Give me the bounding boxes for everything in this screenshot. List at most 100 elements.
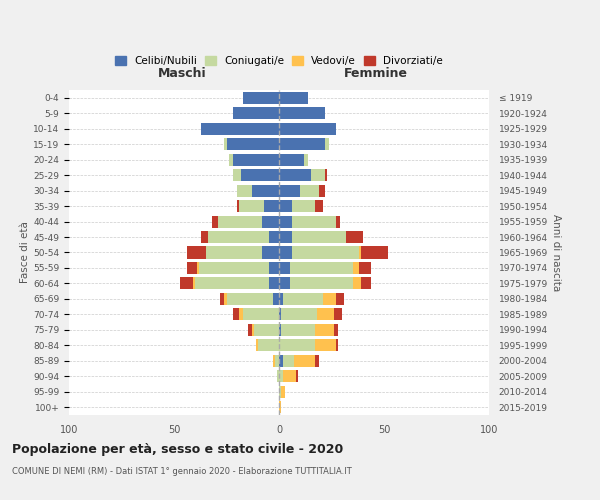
- Bar: [279, 324, 281, 336]
- Bar: [279, 231, 292, 243]
- Y-axis label: Anni di nascita: Anni di nascita: [551, 214, 561, 291]
- Bar: [294, 355, 314, 367]
- Bar: [325, 138, 329, 150]
- Bar: [314, 340, 336, 351]
- Bar: [279, 278, 290, 289]
- Bar: [296, 370, 298, 382]
- Bar: [272, 293, 279, 305]
- Bar: [279, 138, 325, 150]
- Bar: [279, 154, 304, 166]
- Bar: [199, 262, 269, 274]
- Bar: [292, 216, 336, 228]
- Bar: [279, 386, 281, 398]
- Bar: [353, 262, 359, 274]
- Bar: [256, 340, 258, 351]
- Bar: [233, 154, 279, 166]
- Bar: [279, 308, 281, 320]
- Bar: [361, 278, 371, 289]
- Bar: [283, 293, 323, 305]
- Bar: [269, 278, 279, 289]
- Bar: [258, 340, 279, 351]
- Bar: [292, 231, 346, 243]
- Bar: [292, 200, 315, 212]
- Bar: [239, 308, 244, 320]
- Bar: [252, 184, 279, 196]
- Bar: [187, 262, 197, 274]
- Bar: [336, 340, 338, 351]
- Bar: [269, 262, 279, 274]
- Bar: [244, 92, 279, 104]
- Bar: [279, 355, 283, 367]
- Bar: [334, 308, 342, 320]
- Bar: [208, 231, 269, 243]
- Y-axis label: Fasce di età: Fasce di età: [20, 222, 30, 284]
- Bar: [233, 169, 241, 181]
- Bar: [281, 386, 286, 398]
- Bar: [319, 184, 325, 196]
- Bar: [336, 216, 340, 228]
- Bar: [279, 401, 281, 413]
- Bar: [233, 107, 279, 119]
- Bar: [279, 293, 283, 305]
- Bar: [241, 169, 279, 181]
- Bar: [314, 324, 334, 336]
- Bar: [227, 293, 272, 305]
- Bar: [224, 293, 227, 305]
- Bar: [202, 231, 208, 243]
- Bar: [314, 200, 323, 212]
- Bar: [279, 246, 292, 258]
- Bar: [237, 184, 252, 196]
- Bar: [239, 200, 265, 212]
- Bar: [262, 216, 279, 228]
- Bar: [248, 324, 252, 336]
- Bar: [252, 324, 254, 336]
- Bar: [218, 216, 262, 228]
- Bar: [262, 246, 279, 258]
- Bar: [279, 216, 292, 228]
- Bar: [314, 355, 319, 367]
- Bar: [279, 92, 308, 104]
- Bar: [233, 308, 239, 320]
- Bar: [244, 308, 279, 320]
- Bar: [317, 308, 334, 320]
- Bar: [272, 355, 275, 367]
- Bar: [275, 355, 279, 367]
- Bar: [202, 122, 279, 134]
- Bar: [304, 154, 308, 166]
- Bar: [227, 138, 279, 150]
- Bar: [323, 293, 336, 305]
- Bar: [359, 262, 371, 274]
- Bar: [279, 107, 325, 119]
- Bar: [279, 340, 314, 351]
- Text: Femmine: Femmine: [344, 67, 407, 80]
- Bar: [269, 231, 279, 243]
- Bar: [197, 262, 199, 274]
- Bar: [277, 370, 279, 382]
- Bar: [254, 324, 279, 336]
- Bar: [212, 216, 218, 228]
- Bar: [346, 231, 363, 243]
- Bar: [187, 246, 205, 258]
- Bar: [229, 154, 233, 166]
- Bar: [265, 200, 279, 212]
- Text: Maschi: Maschi: [158, 67, 207, 80]
- Bar: [311, 169, 325, 181]
- Bar: [237, 200, 239, 212]
- Bar: [195, 278, 269, 289]
- Legend: Celibi/Nubili, Coniugati/e, Vedovi/e, Divorziati/e: Celibi/Nubili, Coniugati/e, Vedovi/e, Di…: [112, 53, 446, 70]
- Text: COMUNE DI NEMI (RM) - Dati ISTAT 1° gennaio 2020 - Elaborazione TUTTITALIA.IT: COMUNE DI NEMI (RM) - Dati ISTAT 1° genn…: [12, 468, 352, 476]
- Bar: [361, 246, 388, 258]
- Bar: [279, 370, 283, 382]
- Bar: [283, 355, 294, 367]
- Bar: [279, 169, 311, 181]
- Bar: [283, 370, 296, 382]
- Bar: [292, 246, 359, 258]
- Bar: [281, 324, 315, 336]
- Bar: [325, 169, 328, 181]
- Bar: [224, 138, 227, 150]
- Bar: [279, 262, 290, 274]
- Bar: [300, 184, 319, 196]
- Bar: [353, 278, 361, 289]
- Bar: [359, 246, 361, 258]
- Bar: [290, 262, 353, 274]
